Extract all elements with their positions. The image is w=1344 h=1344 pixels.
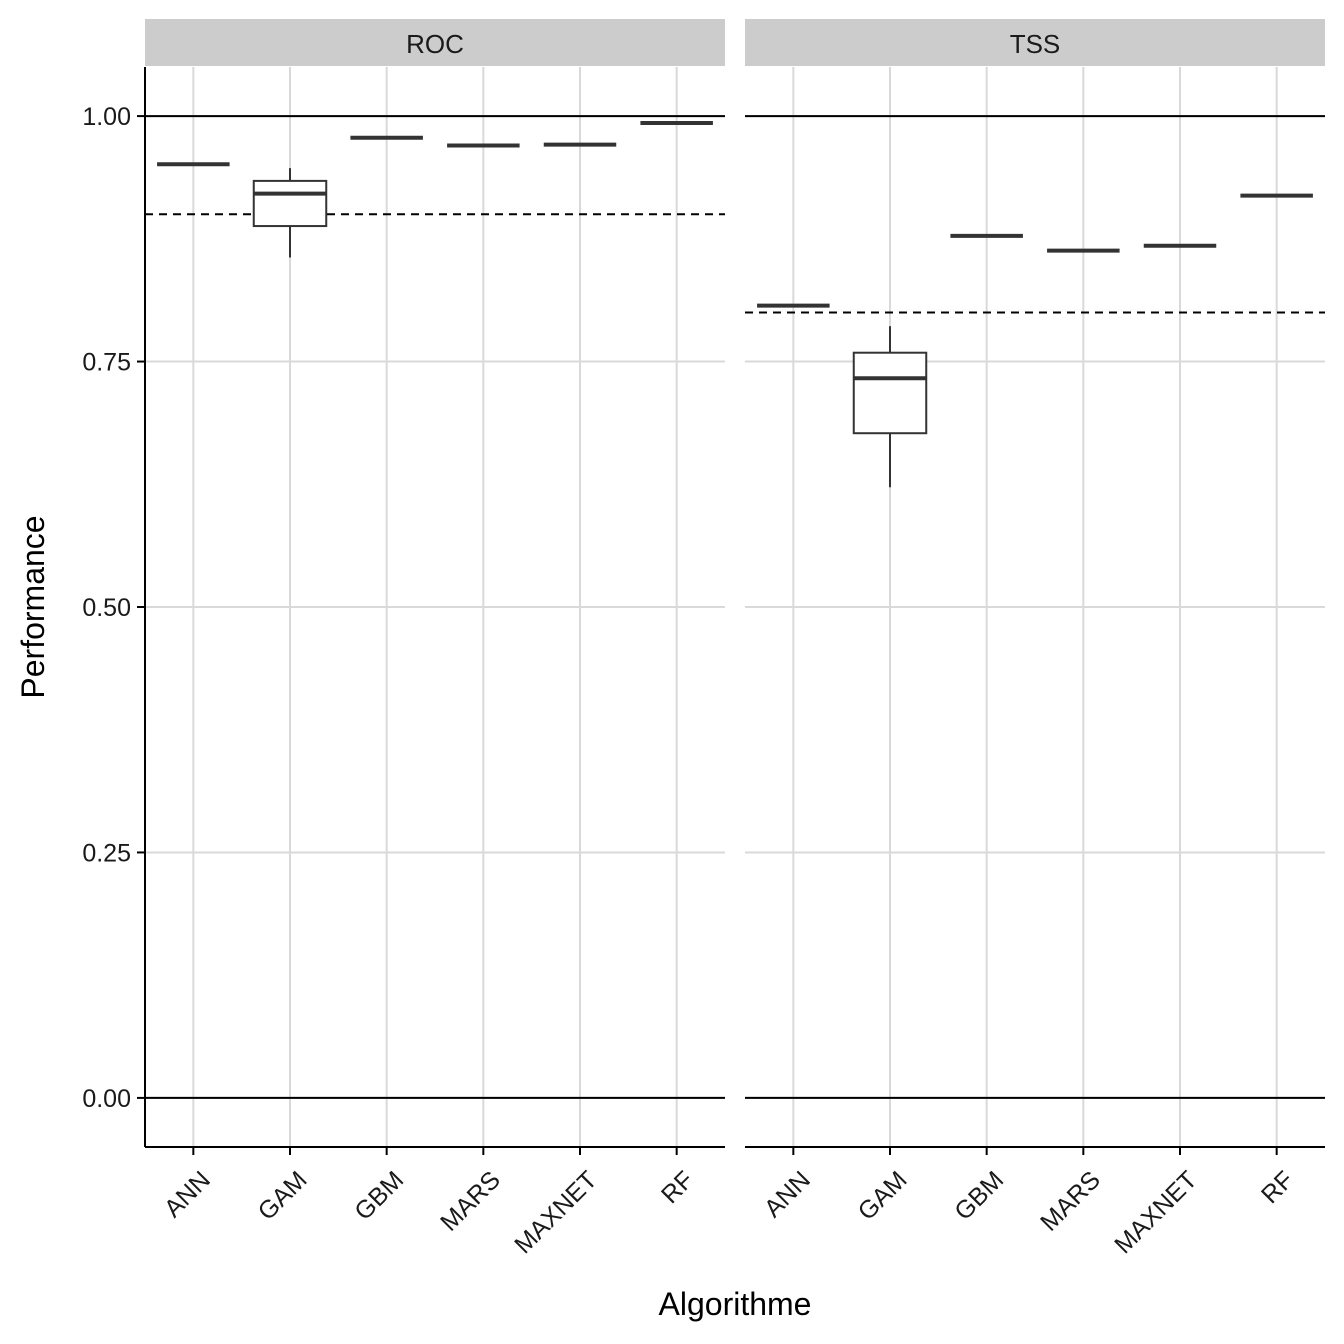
- x-tick-label: GAM: [853, 1166, 913, 1226]
- strip-background: [745, 19, 1325, 66]
- x-tick-label: MAXNET: [509, 1166, 602, 1259]
- y-tick-label: 0.75: [82, 349, 131, 377]
- strip-background: [145, 19, 725, 66]
- panel-roc: ROC ANN GAM GBM MARS MAXNET RF: [145, 19, 725, 1259]
- y-tick-label: 1.00: [82, 103, 131, 131]
- y-tick-label: 0.50: [82, 594, 131, 622]
- x-tick-label: RF: [1256, 1166, 1299, 1209]
- box-body: [852, 351, 928, 435]
- y-tick-label: 0.00: [82, 1085, 131, 1113]
- x-tick-label: ANN: [159, 1166, 216, 1223]
- x-tick-label: GBM: [349, 1166, 409, 1226]
- x-tick-label: ANN: [759, 1166, 816, 1223]
- x-tick-label: GBM: [949, 1166, 1009, 1226]
- x-tick-label: MARS: [435, 1166, 506, 1237]
- panel-tss: TSS ANN GAM GBM MARS MAXNET RF: [745, 19, 1325, 1259]
- box-body: [252, 179, 328, 228]
- x-tick-label: GAM: [253, 1166, 313, 1226]
- box-gam: [852, 326, 928, 488]
- y-axis-title: Performance: [15, 515, 51, 698]
- x-tick-label: RF: [656, 1166, 699, 1209]
- y-axis: 0.00 0.25 0.50 0.75 1.00: [82, 67, 146, 1147]
- x-axis-title: Algorithme: [659, 1286, 812, 1322]
- y-tick-label: 0.25: [82, 839, 131, 867]
- x-tick-label: MARS: [1035, 1166, 1106, 1237]
- x-tick-label: MAXNET: [1109, 1166, 1202, 1259]
- strip-label: ROC: [406, 29, 464, 59]
- strip-label: TSS: [1010, 29, 1061, 59]
- box-gam: [252, 168, 328, 258]
